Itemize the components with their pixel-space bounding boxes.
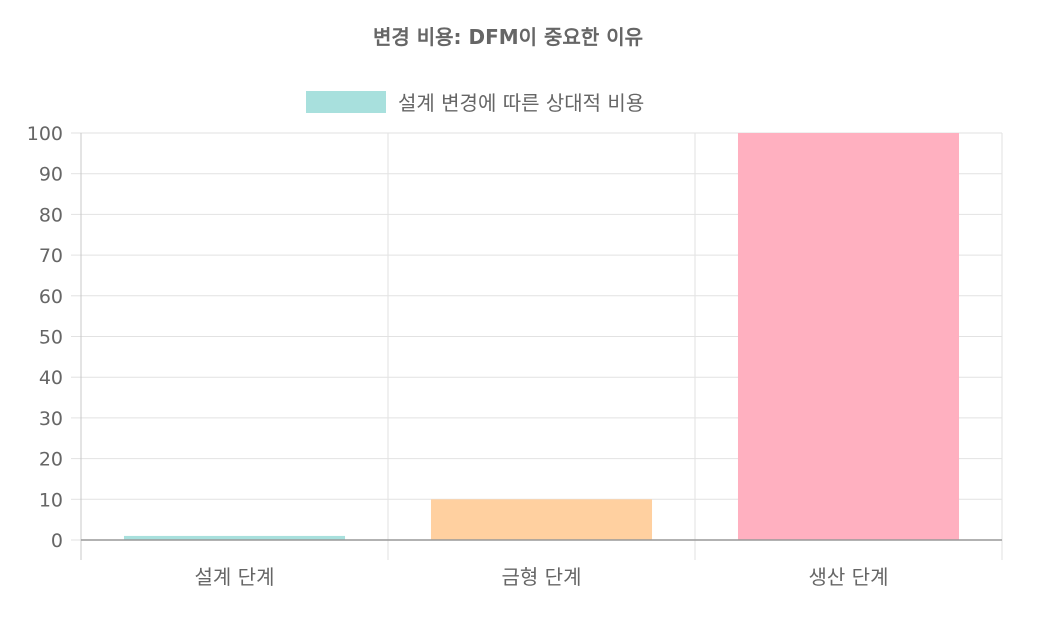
y-tick-label: 30 bbox=[39, 408, 63, 430]
bar bbox=[123, 535, 346, 540]
y-tick-label: 0 bbox=[51, 530, 63, 552]
bar bbox=[430, 499, 653, 540]
y-tick-label: 60 bbox=[39, 286, 63, 308]
bar bbox=[737, 133, 960, 540]
bars bbox=[123, 133, 960, 540]
x-axis-ticks: 설계 단계 금형 단계 생산 단계 bbox=[195, 565, 889, 589]
y-tick-label: 40 bbox=[39, 367, 63, 389]
y-tick-label: 90 bbox=[39, 164, 63, 186]
y-tick-label: 80 bbox=[39, 204, 63, 226]
x-tick-label: 금형 단계 bbox=[502, 565, 582, 589]
y-tick-label: 10 bbox=[39, 489, 63, 511]
legend-label: 설계 변경에 따른 상대적 비용 bbox=[398, 91, 644, 115]
x-tick-label: 생산 단계 bbox=[809, 565, 889, 589]
y-tick-label: 100 bbox=[27, 123, 63, 145]
y-axis-ticks: 0 10 20 30 40 50 60 70 80 90 100 bbox=[27, 123, 63, 552]
y-tick-label: 70 bbox=[39, 245, 63, 267]
x-tick-label: 설계 단계 bbox=[195, 565, 275, 589]
y-tick-label: 20 bbox=[39, 449, 63, 471]
y-tick-label: 50 bbox=[39, 327, 63, 349]
legend[interactable]: 설계 변경에 따른 상대적 비용 bbox=[306, 91, 644, 115]
legend-swatch bbox=[306, 91, 386, 113]
chart-title: 변경 비용: DFM이 중요한 이유 bbox=[373, 25, 643, 49]
